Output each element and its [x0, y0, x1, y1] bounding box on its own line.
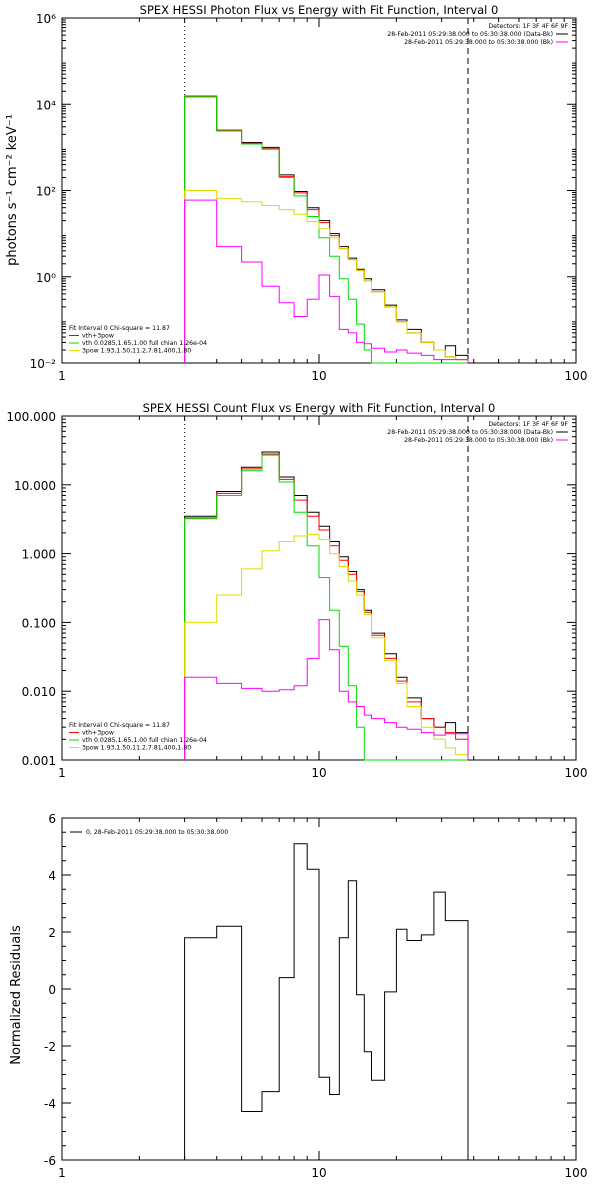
residuals-chart: Normalized Residuals 1 10 100 -6 -4 -2 0 2 4 6 0, …	[9, 812, 587, 1180]
count-series-vth	[184, 454, 468, 761]
photon-ytick-label: 10²	[36, 185, 56, 199]
count-ytick-label: 1.000	[22, 548, 56, 562]
photon-chart-title: SPEX HESSI Photon Flux vs Energy with Fi…	[140, 3, 499, 17]
photon-series-vth	[184, 96, 468, 364]
count-flux-chart: SPEX HESSI Count Flux vs Energy with Fit…	[6, 401, 587, 780]
residuals-ytick-label: -4	[44, 1097, 56, 1111]
residuals-xtick-label: 100	[565, 1166, 588, 1180]
photon-xtick-label: 100	[565, 369, 588, 383]
count-chart-plot: 1 10 100 0.001 0.010 0.100 1.000 10.000 100.000 D…	[6, 410, 587, 780]
photon-fit-legend-entry: vth+3pow	[82, 333, 114, 340]
residuals-xtick-label: 1	[58, 1166, 66, 1180]
count-legend-entry: 28-Feb-2011 05:29:38.000 to 05:30:38.000…	[404, 437, 553, 444]
count-series-vth-3pow	[184, 453, 469, 760]
residuals-ytick-label: -2	[44, 1040, 56, 1054]
residuals-ytick-label: 6	[48, 812, 56, 826]
count-xtick-label: 10	[311, 766, 326, 780]
count-series-bk	[184, 619, 469, 760]
residuals-ytick-label: 4	[48, 869, 56, 883]
residuals-ytick-label: 2	[48, 926, 56, 940]
residuals-legend-entry: 0, 28-Feb-2011 05:29:38.000 to 05:30:38.…	[86, 829, 228, 836]
residuals-ytick-label: 0	[48, 983, 56, 997]
count-legend-title: Detectors: 1F 3F 4F 6F 9F	[488, 421, 568, 428]
photon-fit-legend-title: Fit Interval 0 Chi-square = 11.87	[69, 325, 170, 332]
photon-xtick-label: 10	[311, 369, 326, 383]
photon-fit-legend-entry: 3pow 1.93,1.50,11.2,7.81,400,1.80	[82, 348, 191, 355]
count-fit-legend-entry: vth+3pow	[82, 730, 114, 737]
residuals-series-residuals	[184, 843, 469, 1160]
count-chart-title: SPEX HESSI Count Flux vs Energy with Fit…	[143, 401, 496, 415]
count-ytick-label: 0.010	[22, 685, 56, 699]
count-series-3pow	[184, 533, 469, 760]
photon-series-vth-3pow	[184, 95, 469, 363]
photon-chart-plot: 1 10 100 10⁻² 10⁰ 10² 10⁴ 10⁶ Detectors: 1F 3F 4…	[30, 12, 588, 383]
count-ytick-label: 10.000	[14, 479, 56, 493]
residuals-ytick-label: -6	[44, 1154, 56, 1168]
photon-series-data-bk	[184, 96, 469, 363]
photon-legend-entry: 28-Feb-2011 05:29:38.000 to 05:30:38.000…	[387, 31, 553, 38]
photon-series-bk	[184, 199, 469, 363]
photon-ytick-label: 10⁶	[36, 12, 56, 26]
photon-ytick-label: 10⁴	[36, 98, 56, 112]
photon-flux-chart: SPEX HESSI Photon Flux vs Energy with Fi…	[5, 3, 587, 383]
photon-xtick-label: 1	[58, 369, 66, 383]
count-ytick-label: 0.100	[22, 616, 56, 630]
count-series-data-bk	[184, 451, 469, 760]
count-legend-entry: 28-Feb-2011 05:29:38.000 to 05:30:38.000…	[387, 429, 553, 436]
photon-legend-title: Detectors: 1F 3F 4F 6F 9F	[488, 23, 568, 30]
photon-ytick-label: 10⁰	[36, 271, 56, 285]
count-fit-legend-title: Fit Interval 0 Chi-square = 11.87	[69, 722, 170, 729]
count-chart-frame	[61, 415, 577, 761]
residuals-chart-plot: 1 10 100 -6 -4 -2 0 2 4 6 0, 28-Feb-2011 05:29:38.…	[44, 812, 587, 1180]
count-xtick-label: 1	[58, 766, 66, 780]
residuals-xtick-label: 10	[311, 1166, 326, 1180]
count-ytick-label: 100.000	[6, 410, 56, 424]
count-ytick-label: 0.001	[22, 754, 56, 768]
photon-series-3pow	[184, 190, 469, 363]
photon-chart-ylabel: photons s⁻¹ cm⁻² keV⁻¹	[5, 114, 20, 266]
photon-chart-frame	[61, 17, 577, 364]
count-fit-legend-entry: vth 0.0285,1.65,1.00 full chian 1.26e-04	[82, 737, 207, 744]
residuals-chart-ylabel: Normalized Residuals	[9, 925, 24, 1065]
count-xtick-label: 100	[565, 766, 588, 780]
photon-ytick-label: 10⁻²	[30, 357, 57, 371]
photon-legend-entry: 28-Feb-2011 05:29:38.000 to 05:30:38.000…	[404, 39, 553, 46]
count-fit-legend-entry: 3pow 1.93,1.50,11.2,7.81,400,1.80	[82, 745, 191, 752]
photon-fit-legend-entry: vth 0.0285,1.65,1.00 full chian 1.26e-04	[82, 340, 207, 347]
